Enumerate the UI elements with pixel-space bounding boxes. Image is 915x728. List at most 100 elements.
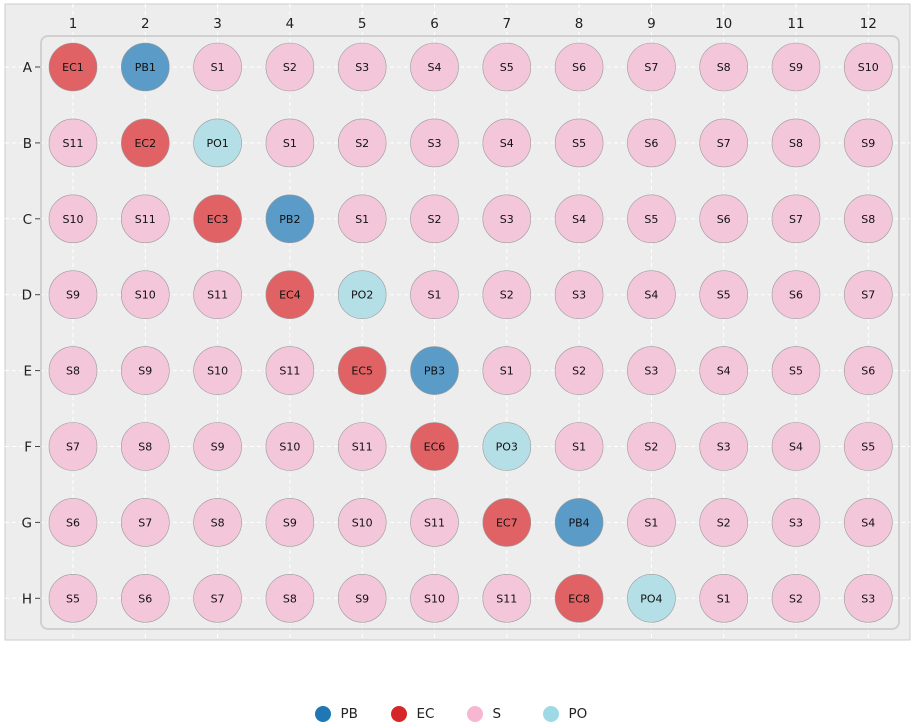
legend-item-s: S xyxy=(466,706,525,722)
well-G9 xyxy=(627,498,676,547)
well-E5 xyxy=(337,346,387,395)
column-tick-label: 5 xyxy=(358,16,367,32)
well-label: S1 xyxy=(211,61,225,74)
legend-swatch xyxy=(390,706,407,722)
well-G7 xyxy=(482,498,532,547)
well-label: EC4 xyxy=(279,289,301,302)
column-tick-label: 10 xyxy=(715,16,732,32)
well-G5 xyxy=(337,498,387,547)
well-label: S6 xyxy=(66,516,80,529)
well-H6 xyxy=(410,573,459,623)
well-label: S9 xyxy=(355,592,369,605)
well-G8 xyxy=(554,498,604,547)
well-H9 xyxy=(627,573,676,623)
well-label: S2 xyxy=(717,516,731,529)
well-label: S9 xyxy=(283,516,297,529)
well-label: S9 xyxy=(138,365,152,378)
well-label: S9 xyxy=(66,289,80,302)
well-E12 xyxy=(843,346,893,395)
well-label: S6 xyxy=(717,213,731,226)
well-G10 xyxy=(699,498,749,547)
well-H8 xyxy=(554,573,604,623)
well-label: PB2 xyxy=(279,213,300,226)
well-label: S1 xyxy=(644,516,658,529)
well-label: S2 xyxy=(500,289,514,302)
well-F6 xyxy=(410,422,459,471)
well-B9 xyxy=(627,118,676,168)
well-label: PB4 xyxy=(569,516,590,529)
well-B3 xyxy=(193,118,242,168)
well-label: S6 xyxy=(861,365,875,378)
well-label: S2 xyxy=(428,213,442,226)
well-A2 xyxy=(121,42,170,92)
well-C3 xyxy=(193,194,242,244)
well-label: S2 xyxy=(789,592,803,605)
well-C9 xyxy=(627,194,676,244)
row-tick-label: C xyxy=(23,212,32,228)
well-label: S2 xyxy=(355,137,369,150)
legend-item-ec: EC xyxy=(390,706,449,722)
well-label: S10 xyxy=(424,592,445,605)
well-label: S10 xyxy=(207,365,228,378)
well-E2 xyxy=(121,346,170,395)
well-A9 xyxy=(627,42,676,92)
column-tick-label: 6 xyxy=(430,16,439,32)
well-B6 xyxy=(410,118,459,168)
well-label: S2 xyxy=(283,61,297,74)
well-H2 xyxy=(121,573,170,623)
well-label: S5 xyxy=(861,441,875,454)
well-B10 xyxy=(699,118,749,168)
well-label: S11 xyxy=(352,441,373,454)
well-label: S4 xyxy=(500,137,514,150)
well-D11 xyxy=(771,270,821,320)
legend-swatch xyxy=(542,706,559,722)
well-H11 xyxy=(771,573,821,623)
well-label: S7 xyxy=(717,137,731,150)
well-E3 xyxy=(193,346,242,395)
legend-label: S xyxy=(492,706,502,722)
row-tick-label: G xyxy=(22,515,32,531)
well-A6 xyxy=(410,42,459,92)
well-label: PB3 xyxy=(424,365,445,378)
well-A8 xyxy=(554,42,604,92)
well-label: S8 xyxy=(211,516,225,529)
well-label: S10 xyxy=(858,61,879,74)
well-B4 xyxy=(265,118,315,168)
well-B8 xyxy=(554,118,604,168)
well-label: S3 xyxy=(355,61,369,74)
well-F9 xyxy=(627,422,676,471)
well-D8 xyxy=(554,270,604,320)
well-G2 xyxy=(121,498,170,547)
well-label: S4 xyxy=(428,61,442,74)
column-tick-label: 12 xyxy=(860,16,877,32)
well-label: S8 xyxy=(283,592,297,605)
well-A4 xyxy=(265,42,315,92)
well-label: S10 xyxy=(279,441,300,454)
well-G11 xyxy=(771,498,821,547)
well-E1 xyxy=(48,346,98,395)
well-H5 xyxy=(337,573,387,623)
well-E7 xyxy=(482,346,532,395)
well-A7 xyxy=(482,42,532,92)
well-label: EC7 xyxy=(496,516,518,529)
well-D4 xyxy=(265,270,315,320)
well-D12 xyxy=(843,270,893,320)
well-label: S10 xyxy=(135,289,156,302)
well-C7 xyxy=(482,194,532,244)
well-F7 xyxy=(482,422,532,471)
well-label: S10 xyxy=(63,213,84,226)
well-label: S3 xyxy=(428,137,442,150)
row-labels: A B C D E F G H xyxy=(22,60,40,607)
wells: EC1 PB1 S1 S2 S3 S4 S5 S6 S7 S8 S9 S10 S11 EC2 PO1 S1 S2… xyxy=(48,42,893,623)
well-label: S11 xyxy=(63,137,84,150)
well-E10 xyxy=(699,346,749,395)
column-tick-label: 2 xyxy=(141,16,150,32)
well-B2 xyxy=(121,118,170,168)
well-label: S3 xyxy=(789,516,803,529)
well-label: S8 xyxy=(789,137,803,150)
well-F10 xyxy=(699,422,749,471)
well-F12 xyxy=(843,422,893,471)
row-tick-label: B xyxy=(23,136,32,152)
well-D5 xyxy=(337,270,387,320)
well-label: S11 xyxy=(496,592,517,605)
